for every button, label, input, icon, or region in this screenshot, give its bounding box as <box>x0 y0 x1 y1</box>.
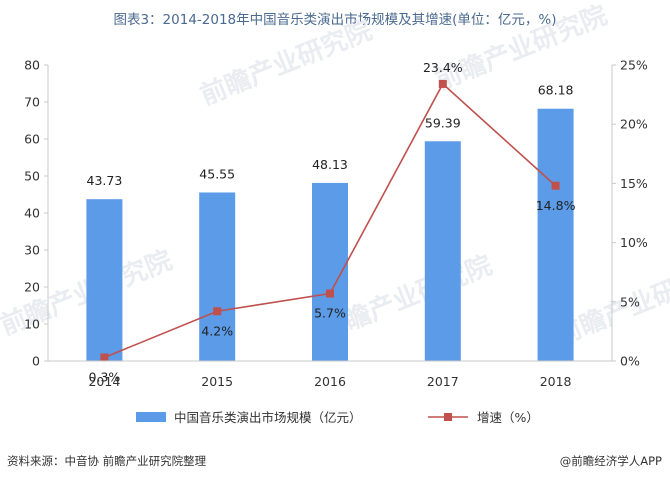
y-tick-label: 60 <box>24 132 40 147</box>
bar-data-label: 48.13 <box>312 157 348 172</box>
chart-title: 图表3：2014-2018年中国音乐类演出市场规模及其增速(单位：亿元，%) <box>113 12 557 28</box>
y-tick-label: 80 <box>24 58 40 73</box>
line-point <box>551 181 560 190</box>
y-tick-label: 10 <box>24 317 40 332</box>
bar <box>312 182 348 361</box>
bar-data-label: 45.55 <box>199 166 235 181</box>
bar <box>86 199 123 361</box>
x-tick-label: 2017 <box>427 374 459 389</box>
y-axis-right: 0% 5% 10% 15% 20% 25% <box>611 58 648 369</box>
y2-tick-label: 20% <box>620 117 648 132</box>
y-tick-label: 0 <box>32 354 40 369</box>
x-tick-label: 2015 <box>201 374 233 389</box>
bar-data-label: 68.18 <box>538 83 574 98</box>
line-data-label: 14.8% <box>536 198 576 213</box>
line-series <box>100 79 560 362</box>
line-data-label: 23.4% <box>423 60 463 75</box>
line-data-label: 0.3% <box>89 369 121 384</box>
y-tick-label: 40 <box>24 206 40 221</box>
line-point <box>100 353 109 362</box>
watermark-text: 前瞻产业研究院 <box>196 15 376 112</box>
line-point <box>213 307 222 316</box>
line-data-label: 5.7% <box>314 306 346 321</box>
credit-note: @前瞻经济学人APP <box>559 454 662 468</box>
legend-swatch-bar <box>136 412 166 422</box>
y-tick-label: 20 <box>24 280 40 295</box>
line-data-label: 4.2% <box>201 323 233 338</box>
y-axis-left: 0 10 20 30 40 50 60 70 80 <box>24 58 49 369</box>
y-tick-label: 70 <box>24 95 40 110</box>
x-axis: 2014 2015 2016 2017 2018 <box>48 360 612 389</box>
x-tick-label: 2018 <box>540 374 572 389</box>
y2-tick-label: 0% <box>620 354 640 369</box>
bar <box>199 192 236 361</box>
y2-tick-label: 5% <box>620 294 640 309</box>
legend-swatch-marker <box>444 413 452 421</box>
bar-series <box>86 108 574 361</box>
y2-tick-label: 25% <box>620 58 648 73</box>
y2-tick-label: 15% <box>620 176 648 191</box>
legend-label-bar: 中国音乐类演出市场规模（亿元） <box>174 410 362 425</box>
line-point <box>438 79 447 88</box>
legend-label-line: 增速（%） <box>477 410 539 425</box>
bar <box>424 141 461 361</box>
y-tick-label: 30 <box>24 243 40 258</box>
watermark-text: 前瞻产业研究院 <box>431 0 611 96</box>
bar-data-label: 43.73 <box>87 173 123 188</box>
x-tick-label: 2014 <box>88 374 120 389</box>
bar <box>537 108 574 361</box>
line-point <box>326 289 334 298</box>
x-tick-label: 2016 <box>314 374 346 389</box>
bar-data-label: 59.39 <box>425 115 461 130</box>
y-tick-label: 50 <box>24 169 40 184</box>
source-note: 资料来源：中音协 前瞻产业研究院整理 <box>7 454 207 468</box>
y2-tick-label: 10% <box>620 235 648 250</box>
legend: 中国音乐类演出市场规模（亿元） 增速（%） <box>136 410 539 425</box>
data-labels: 43.73 45.55 48.13 59.39 68.18 0.3% 4.2% 5.7% 23.… <box>87 60 576 385</box>
